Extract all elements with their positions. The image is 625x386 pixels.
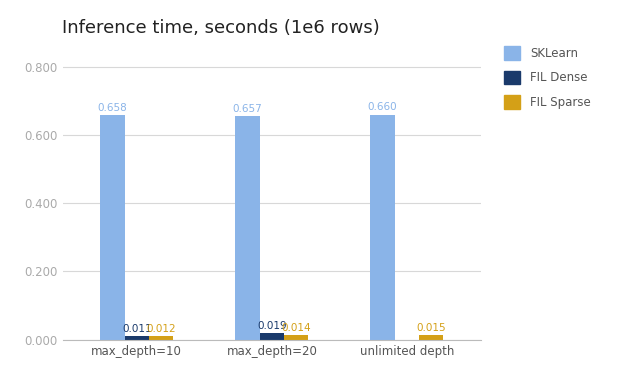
Text: 0.658: 0.658 bbox=[98, 103, 128, 113]
Text: 0.014: 0.014 bbox=[281, 323, 311, 333]
Legend: SKLearn, FIL Dense, FIL Sparse: SKLearn, FIL Dense, FIL Sparse bbox=[504, 46, 591, 109]
Bar bbox=[260, 333, 284, 340]
Bar bbox=[149, 335, 173, 340]
Bar bbox=[371, 115, 395, 340]
Text: 0.660: 0.660 bbox=[368, 103, 398, 112]
Text: Inference time, seconds (1e6 rows): Inference time, seconds (1e6 rows) bbox=[62, 19, 380, 37]
Text: 0.015: 0.015 bbox=[416, 323, 446, 332]
Bar bbox=[101, 115, 124, 340]
Text: 0.657: 0.657 bbox=[232, 103, 262, 113]
Text: 0.011: 0.011 bbox=[122, 324, 152, 334]
Text: 0.012: 0.012 bbox=[146, 323, 176, 334]
Bar bbox=[419, 335, 443, 340]
Text: 0.019: 0.019 bbox=[257, 321, 287, 331]
Bar bbox=[236, 115, 260, 340]
Bar bbox=[284, 335, 308, 340]
Bar bbox=[124, 336, 149, 340]
